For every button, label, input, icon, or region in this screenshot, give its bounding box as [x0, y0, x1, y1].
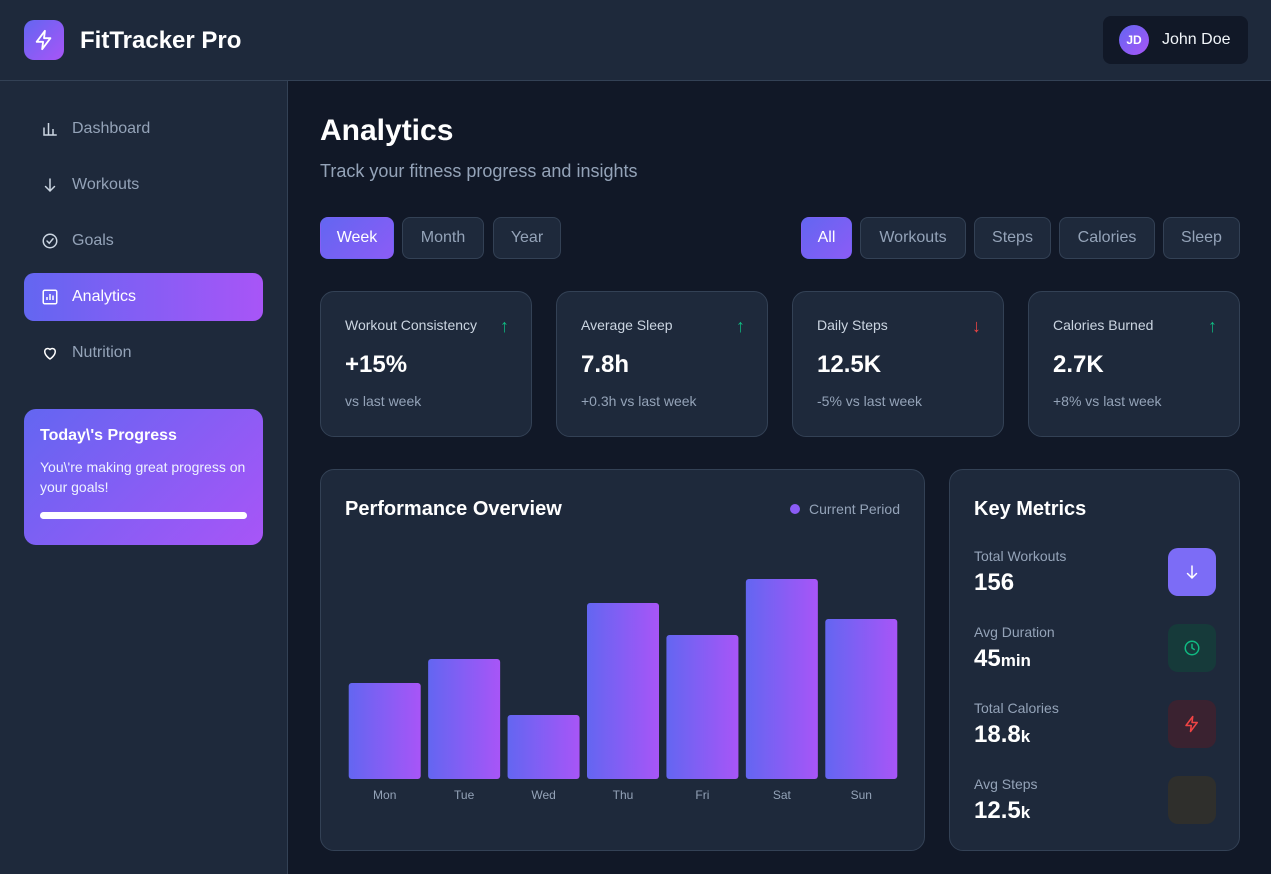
- stat-comparison: +0.3h vs last week: [581, 393, 697, 409]
- metric-avg-steps: Avg Steps 12.5k: [974, 776, 1216, 824]
- heart-icon: [40, 343, 60, 363]
- lightning-icon: [35, 29, 52, 51]
- chart-title: Performance Overview: [345, 498, 562, 520]
- metric-value: 156: [974, 569, 1015, 596]
- arrow-down-icon[interactable]: [1168, 548, 1216, 596]
- x-tick-label: Wed: [531, 788, 555, 802]
- filter-week-button[interactable]: Week: [320, 217, 394, 259]
- blank-icon[interactable]: [1168, 776, 1216, 824]
- key-metrics-panel: Key Metrics Total Workouts 156 Avg Durat…: [949, 469, 1240, 851]
- page-title: Analytics: [320, 114, 454, 147]
- stat-card-average-sleep: Average Sleep ↑ 7.8h +0.3h vs last week: [556, 291, 768, 437]
- stat-value: 7.8h: [581, 351, 630, 378]
- trend-down-icon: ↓: [972, 316, 981, 336]
- sidebar-item-label: Workouts: [72, 176, 140, 193]
- sidebar-item-label: Dashboard: [72, 120, 151, 137]
- trend-up-icon: ↑: [736, 316, 745, 336]
- stat-label: Calories Burned: [1053, 317, 1154, 333]
- performance-bar-chart: Mon Tue Wed Thu Fri Sat Sun: [348, 579, 898, 802]
- sidebar-item-dashboard[interactable]: Dashboard: [24, 105, 263, 153]
- stat-value: +15%: [345, 351, 408, 378]
- metric-avg-duration: Avg Duration 45min: [974, 624, 1216, 672]
- arrow-down-icon: [40, 175, 60, 195]
- progress-title: Today\'s Progress: [40, 427, 177, 444]
- x-tick-label: Sat: [773, 788, 792, 802]
- sidebar-item-workouts[interactable]: Workouts: [24, 161, 263, 209]
- stat-card-workout-consistency: Workout Consistency ↑ +15% vs last week: [320, 291, 532, 437]
- stat-comparison: vs last week: [345, 393, 422, 409]
- bar-mon[interactable]: [348, 683, 421, 779]
- check-circle-icon: [40, 231, 60, 251]
- lightning-icon[interactable]: [1168, 700, 1216, 748]
- legend-label: Current Period: [808, 501, 900, 517]
- bar-tue[interactable]: [428, 659, 501, 779]
- filter-month-button[interactable]: Month: [402, 217, 484, 259]
- x-tick-label: Sun: [851, 788, 872, 802]
- metric-label: Avg Steps: [974, 776, 1038, 792]
- sidebar-item-goals[interactable]: Goals: [24, 217, 263, 265]
- metric-total-workouts: Total Workouts 156: [974, 548, 1216, 596]
- stat-comparison: -5% vs last week: [817, 393, 923, 409]
- metric-label: Avg Duration: [974, 624, 1055, 640]
- clock-icon[interactable]: [1168, 624, 1216, 672]
- bar-sat[interactable]: [745, 579, 818, 779]
- metric-label: Total Workouts: [974, 548, 1067, 564]
- sidebar-item-analytics[interactable]: Analytics: [24, 273, 263, 321]
- stat-label: Daily Steps: [817, 317, 888, 333]
- stat-value: 12.5K: [817, 351, 882, 378]
- filter-steps-button[interactable]: Steps: [974, 217, 1051, 259]
- user-menu[interactable]: JD John Doe: [1103, 16, 1248, 64]
- progress-bar-fill: [40, 512, 247, 519]
- metric-value: 45min: [974, 645, 1031, 672]
- page-subtitle: Track your fitness progress and insights: [320, 161, 638, 181]
- brand-name: FitTracker Pro: [80, 27, 242, 54]
- metric-total-calories: Total Calories 18.8k: [974, 700, 1216, 748]
- x-tick-label: Tue: [454, 788, 475, 802]
- user-name: John Doe: [1162, 31, 1231, 48]
- metric-value: 18.8k: [974, 721, 1031, 748]
- sidebar-item-label: Analytics: [72, 288, 137, 305]
- stat-comparison: +8% vs last week: [1053, 393, 1162, 409]
- key-metrics-title: Key Metrics: [974, 498, 1087, 520]
- stat-card-calories-burned: Calories Burned ↑ 2.7K +8% vs last week: [1028, 291, 1240, 437]
- bar-chart-icon: [40, 119, 60, 139]
- todays-progress-card: Today\'s Progress You\'re making great p…: [24, 409, 263, 545]
- x-tick-label: Thu: [613, 788, 634, 802]
- x-tick-label: Fri: [695, 788, 709, 802]
- sidebar-item-label: Goals: [72, 232, 114, 249]
- progress-text: You\'re making great progress on your go…: [40, 459, 246, 495]
- performance-overview-panel: Mon Tue Wed Thu Fri Sat Sun Performance Overvi…: [320, 469, 925, 851]
- stat-label: Average Sleep: [581, 317, 673, 333]
- filter-all-button[interactable]: All: [801, 217, 852, 259]
- filter-calories-button[interactable]: Calories: [1059, 217, 1155, 259]
- stat-card-daily-steps: Daily Steps ↓ 12.5K -5% vs last week: [792, 291, 1004, 437]
- filter-sleep-button[interactable]: Sleep: [1163, 217, 1240, 259]
- bar-sun[interactable]: [825, 619, 898, 779]
- sidebar-item-nutrition[interactable]: Nutrition: [24, 329, 263, 377]
- filter-year-button[interactable]: Year: [493, 217, 561, 259]
- bar-wed[interactable]: [507, 715, 580, 779]
- stat-label: Workout Consistency: [345, 317, 478, 333]
- trend-up-icon: ↑: [500, 316, 509, 336]
- x-tick-label: Mon: [373, 788, 396, 802]
- analytics-icon: [40, 287, 60, 307]
- filter-workouts-button[interactable]: Workouts: [860, 217, 966, 259]
- trend-up-icon: ↑: [1208, 316, 1217, 336]
- logo[interactable]: [24, 20, 64, 60]
- app-header: FitTracker Pro JD John Doe: [0, 0, 1271, 81]
- stat-value: 2.7K: [1053, 351, 1104, 378]
- sidebar-item-label: Nutrition: [72, 344, 132, 361]
- chart-legend: Current Period: [789, 501, 900, 517]
- avatar: JD: [1119, 25, 1149, 55]
- metric-label: Total Calories: [974, 700, 1059, 716]
- bar-fri[interactable]: [666, 635, 739, 779]
- metric-value: 12.5k: [974, 797, 1031, 824]
- bar-thu[interactable]: [587, 603, 659, 779]
- progress-bar: [40, 512, 247, 519]
- legend-dot: [789, 504, 800, 514]
- sidebar: Dashboard Workouts Goals Analytics Nutri…: [0, 81, 288, 874]
